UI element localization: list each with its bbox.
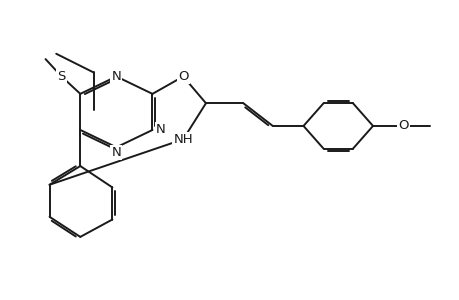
Text: NH: NH xyxy=(173,133,193,146)
Text: O: O xyxy=(178,70,188,83)
Text: O: O xyxy=(397,119,408,132)
Text: S: S xyxy=(57,70,66,83)
Text: N: N xyxy=(111,146,121,159)
Text: N: N xyxy=(111,70,121,83)
Text: N: N xyxy=(155,124,165,136)
